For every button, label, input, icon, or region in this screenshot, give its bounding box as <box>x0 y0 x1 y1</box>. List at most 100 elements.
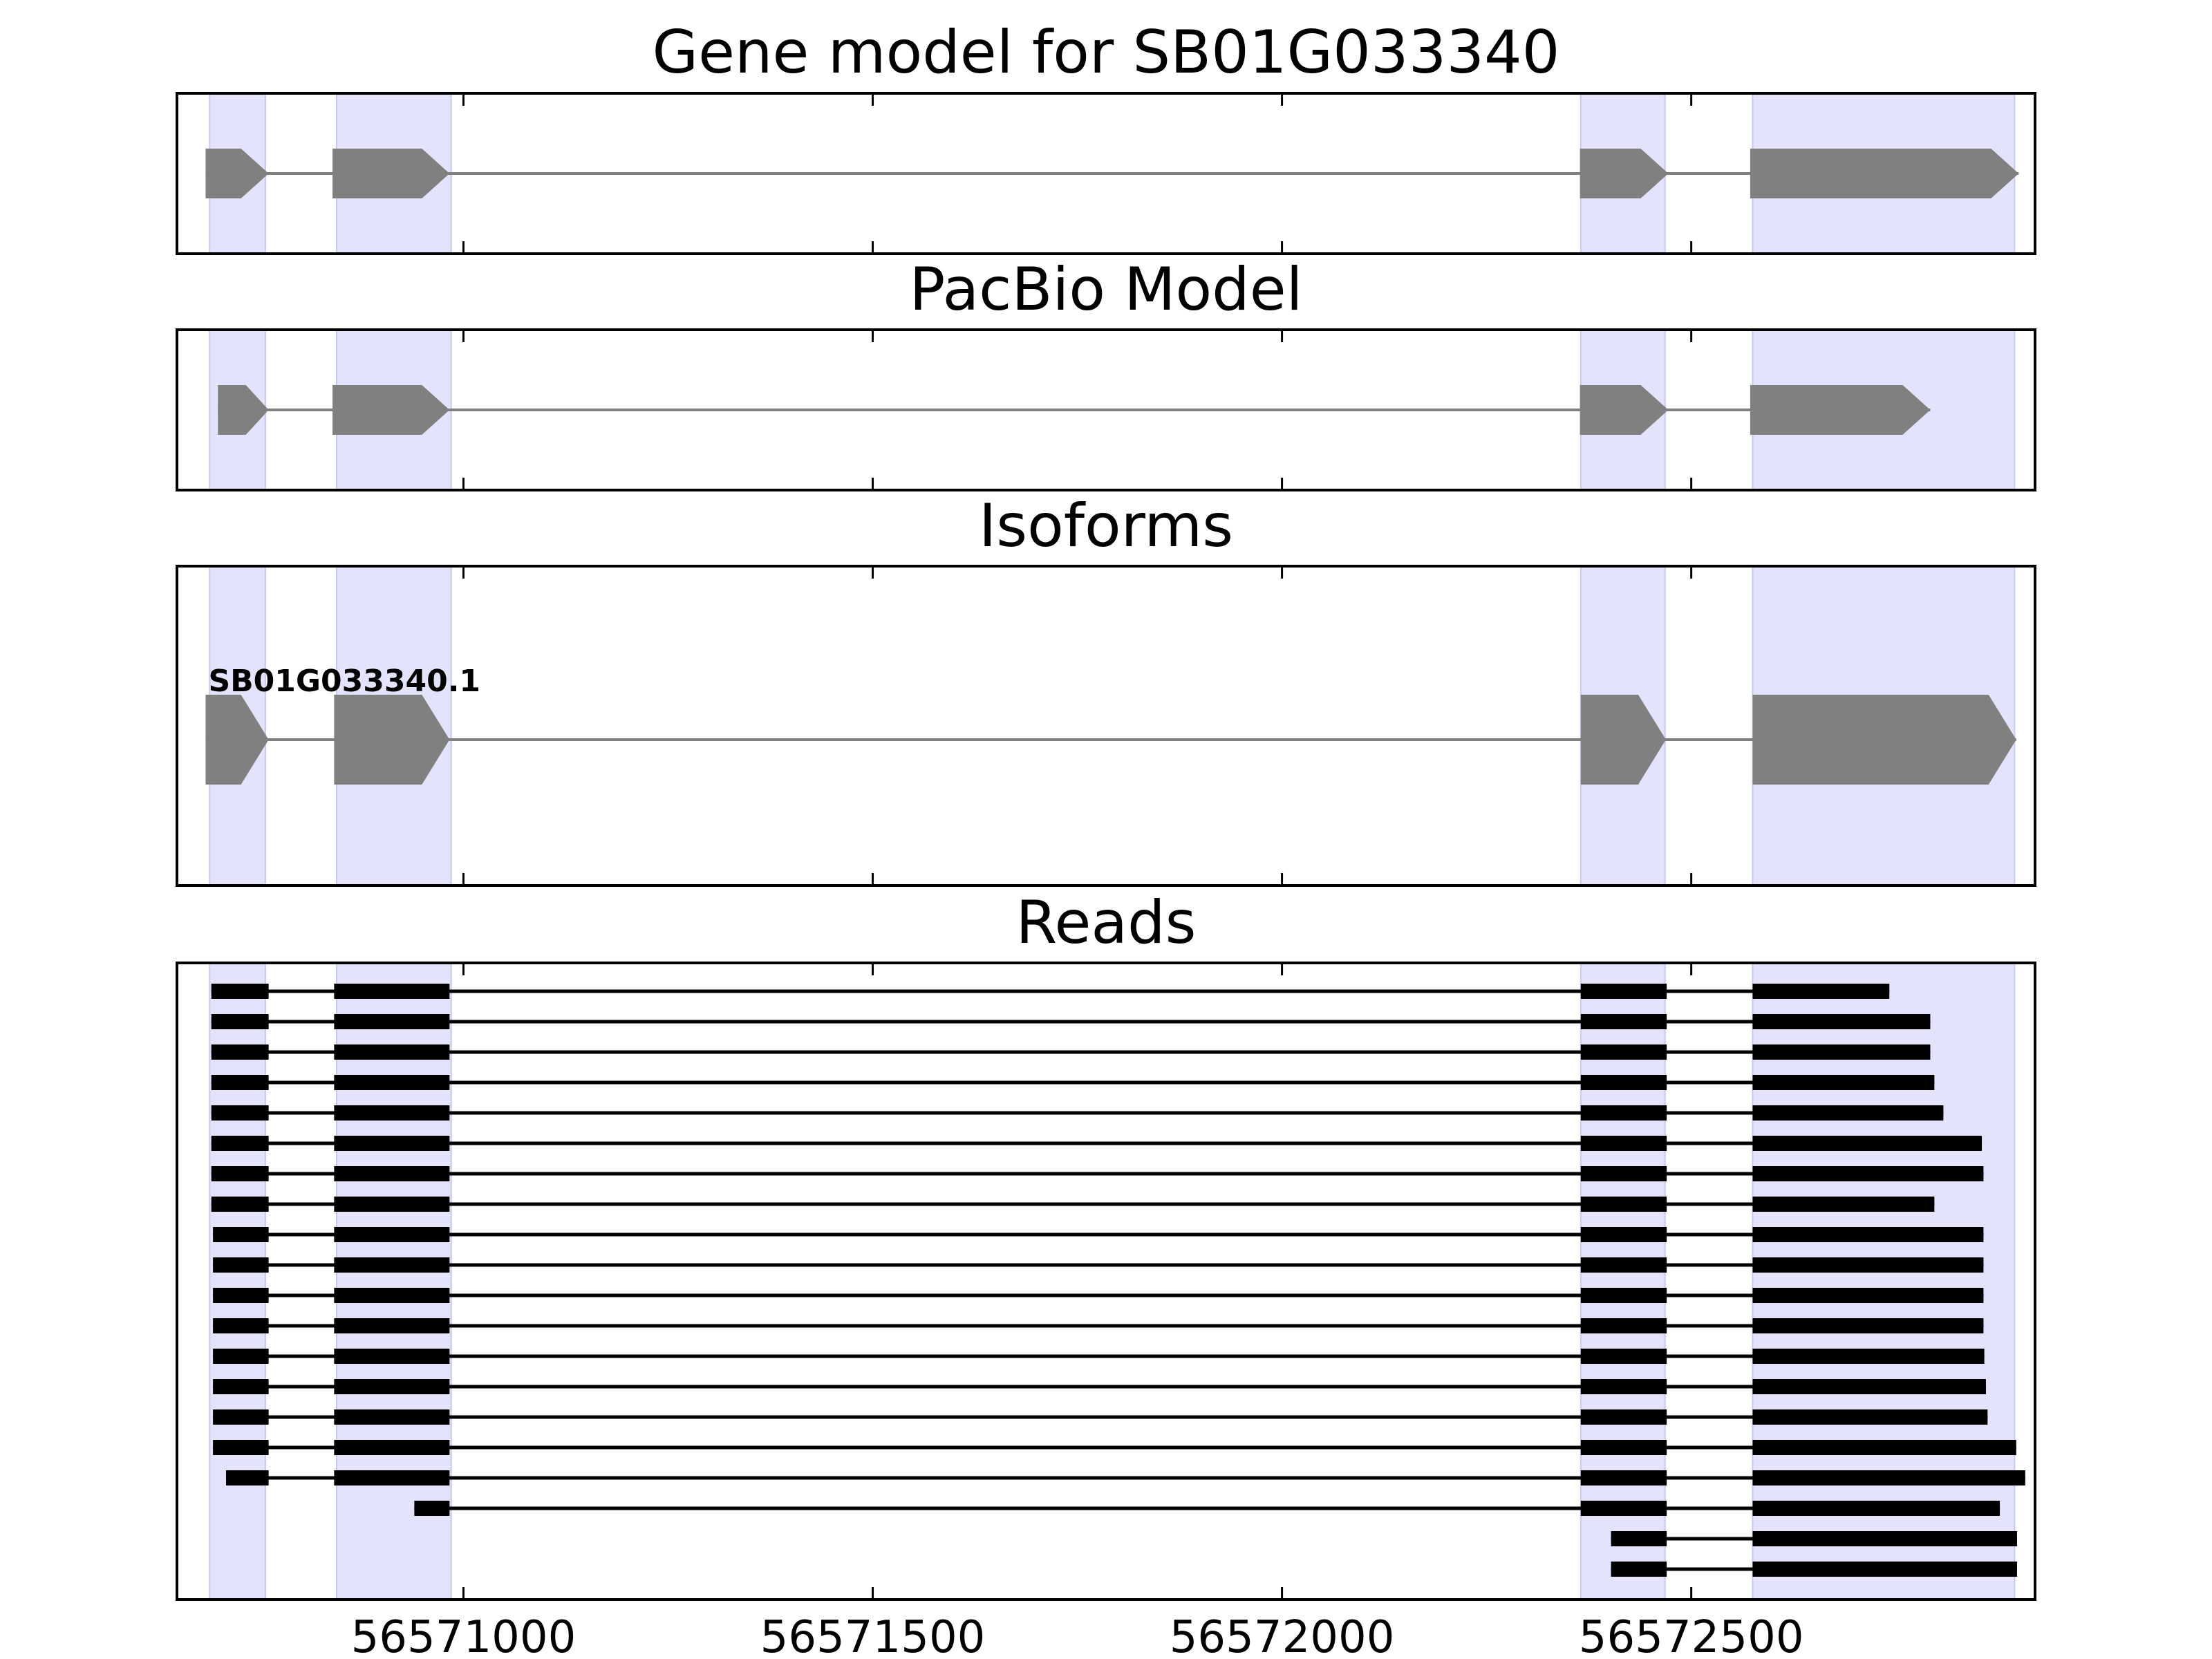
x-tick-label: 56571000 <box>351 1612 577 1659</box>
panel-title: Reads <box>1016 888 1197 957</box>
axes-frame <box>176 565 2036 887</box>
read-block <box>1580 1501 1667 1516</box>
read-block <box>334 1470 450 1485</box>
read-block <box>1580 1227 1667 1242</box>
read-block <box>1580 1440 1667 1455</box>
exon-block <box>1580 149 1669 198</box>
read-block <box>1580 1288 1667 1303</box>
read-block <box>1611 1531 1667 1546</box>
read-block <box>211 1136 269 1151</box>
read-row <box>213 1227 1984 1242</box>
read-block <box>1580 1105 1667 1121</box>
read-block <box>213 1288 269 1303</box>
read-row <box>211 1105 1944 1121</box>
read-block <box>1580 1044 1667 1060</box>
read-block <box>213 1349 269 1364</box>
read-row <box>213 1288 1984 1303</box>
read-row <box>211 1075 1935 1090</box>
read-block <box>1752 984 1890 999</box>
read-row <box>414 1501 2000 1516</box>
read-block <box>334 1257 450 1273</box>
read-block <box>211 1197 269 1212</box>
read-block <box>211 1166 269 1181</box>
x-tick-label: 56571500 <box>760 1612 986 1659</box>
read-block <box>1752 1409 1988 1425</box>
read-block <box>1580 1349 1667 1364</box>
read-block <box>213 1379 269 1394</box>
read-block <box>334 1379 450 1394</box>
read-block <box>211 1105 269 1121</box>
read-row <box>211 1014 1931 1029</box>
read-block <box>1752 1257 1984 1273</box>
exon-block <box>205 149 269 198</box>
exon-block <box>1580 695 1666 785</box>
read-block <box>334 1136 450 1151</box>
read-block <box>1752 1440 2016 1455</box>
read-block <box>1752 1197 1935 1212</box>
exon-block <box>205 695 269 785</box>
read-row <box>211 984 1890 999</box>
panel-1: PacBio Model <box>176 255 2036 491</box>
read-block <box>1752 1075 1935 1090</box>
isoform-label: SB01G033340.1 <box>208 664 480 699</box>
panel-title: PacBio Model <box>909 255 1302 324</box>
read-block <box>226 1470 269 1485</box>
read-block <box>1752 1105 1944 1121</box>
read-block <box>334 1409 450 1425</box>
read-block <box>334 1044 450 1060</box>
read-row <box>213 1440 2016 1455</box>
exon-block <box>218 385 269 435</box>
highlight-region <box>209 962 266 1600</box>
read-row <box>211 1166 1984 1181</box>
read-block <box>1752 1531 2017 1546</box>
read-row <box>211 1044 1931 1060</box>
read-block <box>334 1075 450 1090</box>
exon-block <box>1752 695 2016 785</box>
exon-block <box>332 149 450 198</box>
exon-block <box>1750 149 2019 198</box>
read-block <box>1580 1257 1667 1273</box>
read-block <box>1752 1470 2025 1485</box>
read-block <box>1752 1166 1984 1181</box>
read-block <box>1580 1166 1667 1181</box>
read-block <box>334 1166 450 1181</box>
exon-block <box>334 695 450 785</box>
exon-block <box>1750 385 1931 435</box>
read-row <box>213 1349 1985 1364</box>
axes-frame <box>176 962 2036 1601</box>
read-block <box>1580 1470 1667 1485</box>
x-tick-label: 56572500 <box>1579 1612 1804 1659</box>
panel-title: Isoforms <box>979 491 1233 561</box>
read-block <box>1752 1562 2017 1577</box>
read-block <box>1580 1379 1667 1394</box>
read-block <box>1752 1136 1983 1151</box>
read-row <box>213 1318 1984 1333</box>
read-block <box>1752 1501 2000 1516</box>
read-block <box>1580 1197 1667 1212</box>
read-row <box>213 1409 1988 1425</box>
read-block <box>1752 1318 1984 1333</box>
read-block <box>1580 1014 1667 1029</box>
read-block <box>1580 1318 1667 1333</box>
panel-3: Reads <box>176 888 2036 1601</box>
read-row <box>211 1136 1983 1151</box>
panel-title: Gene model for SB01G033340 <box>653 18 1560 87</box>
panel-0: Gene model for SB01G033340 <box>176 18 2036 255</box>
axes-frame <box>176 92 2036 255</box>
read-block <box>1752 1288 1984 1303</box>
axes-frame <box>176 328 2036 491</box>
read-block <box>334 1105 450 1121</box>
highlight-region <box>1752 962 2016 1600</box>
read-block <box>211 1044 269 1060</box>
read-row <box>1611 1562 2017 1577</box>
read-block <box>1580 1409 1667 1425</box>
read-block <box>1752 1044 1931 1060</box>
read-row <box>211 1197 1935 1212</box>
read-block <box>1752 1379 1986 1394</box>
read-row <box>213 1257 1984 1273</box>
read-block <box>334 984 450 999</box>
read-block <box>334 1014 450 1029</box>
read-block <box>414 1501 450 1516</box>
read-block <box>211 984 269 999</box>
